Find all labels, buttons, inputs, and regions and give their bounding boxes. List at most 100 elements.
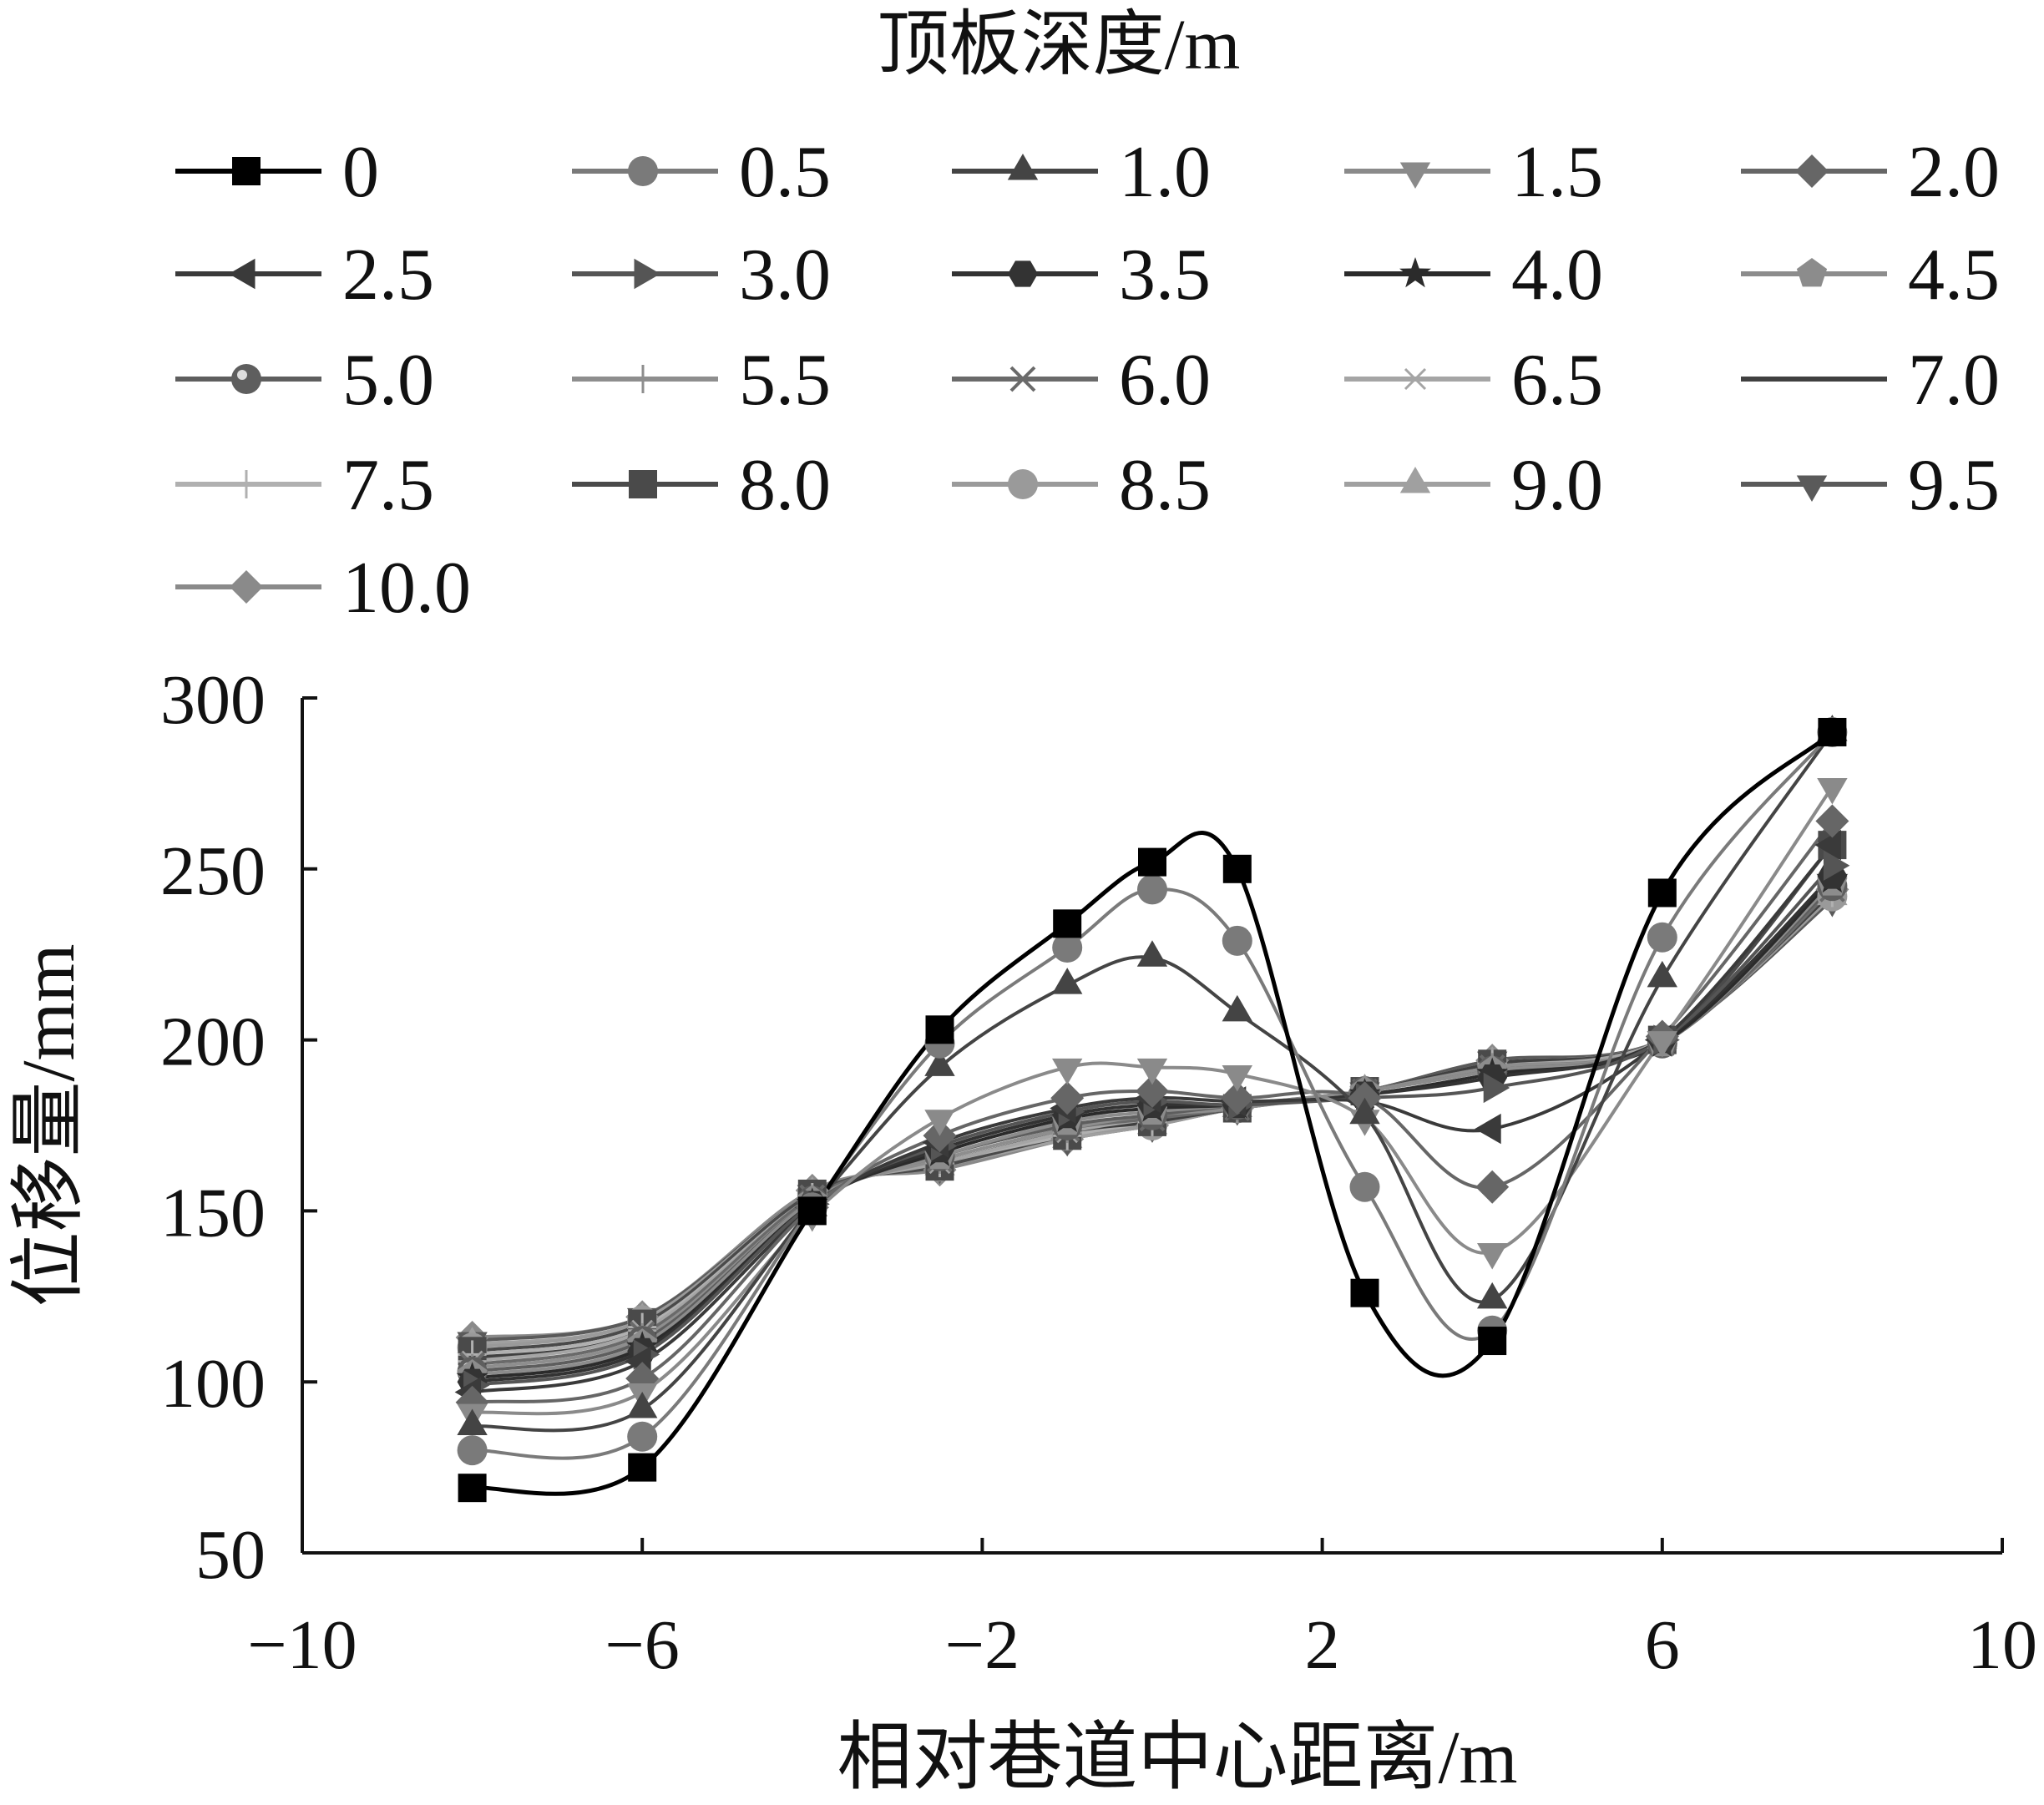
legend-label: 6.0: [1119, 340, 1211, 421]
legend-swatch-marker: [229, 258, 256, 290]
data-point-1.5-5: [1136, 1058, 1168, 1085]
data-point-0-6: [1222, 854, 1252, 883]
legend-item-1.5: 1.5: [1344, 132, 1603, 213]
legend-item-5.5: 5.5: [572, 340, 831, 421]
data-point-0-2: [797, 1196, 827, 1226]
data-point-2.5-8: [1475, 1113, 1501, 1145]
legend-item-4.0: 4.0: [1344, 235, 1603, 316]
legend-swatch-marker: [230, 570, 263, 604]
data-point-1.0-8: [1477, 1282, 1508, 1309]
legend-item-4.5: 4.5: [1741, 235, 2000, 316]
data-point-1.0-5: [1136, 940, 1168, 967]
data-point-1.0-9: [1647, 960, 1677, 988]
data-point-1.0-0: [457, 1408, 488, 1435]
legend-item-2.0: 2.0: [1741, 132, 2000, 213]
data-point-2.0-8: [1475, 1170, 1510, 1204]
data-point-0-8: [1478, 1327, 1507, 1356]
x-tick-label: 2: [1305, 1606, 1340, 1684]
legend-item-0.5: 0.5: [572, 132, 831, 213]
legend-swatch-marker: [232, 470, 261, 498]
legend-title: 顶板深度/m: [878, 4, 1241, 84]
y-tick-label: 150: [160, 1174, 266, 1251]
y-tick-label: 50: [195, 1516, 266, 1594]
data-point-1.0-4: [1052, 968, 1083, 994]
legend-label: 3.0: [739, 235, 831, 316]
data-point-0-9: [1647, 878, 1677, 908]
legend-swatch-marker: [1008, 469, 1038, 499]
y-tick-label: 200: [160, 1004, 266, 1081]
data-point-1.5-10: [1817, 777, 1848, 805]
axis-ticks: −10 −6 −2 2 6 10 50 100 150 200 250 300: [160, 661, 2037, 1684]
data-point-2.0-10: [1815, 804, 1849, 838]
legend-swatch-marker: [1401, 367, 1429, 391]
legend-item-8.5: 8.5: [952, 445, 1211, 526]
data-point-0-5: [1138, 847, 1166, 877]
axes: [301, 698, 2002, 1555]
legend-item-3.0: 3.0: [572, 235, 831, 316]
legend-label: 2.0: [1908, 132, 2000, 213]
legend-swatch-marker: [1009, 366, 1036, 392]
data-point-0-10: [1818, 717, 1847, 746]
legend-item-3.5: 3.5: [952, 235, 1211, 316]
data-point-0.5-7: [1349, 1171, 1380, 1202]
data-point-1.5-8: [1477, 1243, 1508, 1270]
legend-label: 6.5: [1511, 340, 1603, 421]
legend-swatch-marker: [1399, 257, 1431, 288]
legend-item-7.0: 7.0: [1741, 340, 2000, 421]
legend-label: 10.0: [342, 548, 471, 629]
series-line-1.5: [472, 786, 1834, 1416]
data-point-0.5-5: [1137, 874, 1167, 905]
legend-swatch-marker: [634, 258, 660, 290]
data-point-3.0-8: [1483, 1072, 1510, 1104]
legend: 顶板深度/m 0 0.5 1.0 1.5 2.0 2.5 3.0 3.5 4.0 4.5 5.0 5.…: [175, 4, 2000, 629]
data-point-1.0-7: [1349, 1097, 1380, 1125]
y-tick-label: 300: [160, 661, 266, 739]
legend-label: 4.0: [1511, 235, 1603, 316]
data-point-0-1: [628, 1453, 657, 1482]
y-tick-label: 100: [160, 1345, 266, 1423]
legend-item-2.5: 2.5: [175, 235, 434, 316]
data-point-2.0-6: [1220, 1081, 1254, 1115]
legend-swatch-marker: [1007, 154, 1039, 180]
legend-item-7.5: 7.5: [175, 445, 434, 526]
legend-swatch-marker: [1796, 258, 1828, 287]
data-point-0-0: [458, 1474, 487, 1503]
series-line-0.5: [472, 731, 1834, 1460]
data-point-0.5-9: [1647, 922, 1677, 953]
data-point-0-7: [1350, 1278, 1379, 1307]
x-axis-label: 相对巷道中心距离/m: [837, 1717, 1517, 1799]
legend-item-6.0: 6.0: [952, 340, 1211, 421]
legend-item-5.0: 5.0: [175, 340, 434, 421]
series-markers: [454, 714, 1850, 1503]
legend-swatch-marker: [1399, 162, 1431, 189]
data-point-1.0-1: [627, 1391, 658, 1418]
legend-label: 7.5: [342, 445, 434, 526]
legend-label: 8.5: [1119, 445, 1211, 526]
legend-label: 4.5: [1908, 235, 2000, 316]
legend-label: 0: [342, 132, 379, 213]
legend-item-0: 0: [175, 132, 379, 213]
legend-item-6.5: 6.5: [1344, 340, 1603, 421]
data-point-1.5-6: [1222, 1065, 1252, 1092]
legend-item-8.0: 8.0: [572, 445, 831, 526]
x-tick-label: −10: [247, 1606, 357, 1684]
legend-swatch-marker: [231, 364, 261, 394]
legend-label: 1.5: [1511, 132, 1603, 213]
legend-swatch-marker: [629, 470, 657, 498]
legend-label: 0.5: [739, 132, 831, 213]
legend-label: 1.0: [1119, 132, 1211, 213]
data-point-1.5-4: [1052, 1058, 1083, 1085]
legend-swatch-marker: [232, 157, 261, 185]
data-point-0.5-6: [1222, 925, 1252, 956]
legend-item-1.0: 1.0: [952, 132, 1211, 213]
data-point-1.5-9: [1647, 1031, 1677, 1058]
x-tick-label: −2: [945, 1606, 1019, 1684]
legend-item-9.0: 9.0: [1344, 445, 1603, 526]
series-line-1.0: [472, 731, 1834, 1433]
data-point-0-3: [925, 1015, 954, 1044]
legend-swatch-marker: [629, 365, 657, 393]
data-point-2.0-5: [1136, 1074, 1169, 1109]
legend-swatch-marker: [628, 156, 658, 186]
